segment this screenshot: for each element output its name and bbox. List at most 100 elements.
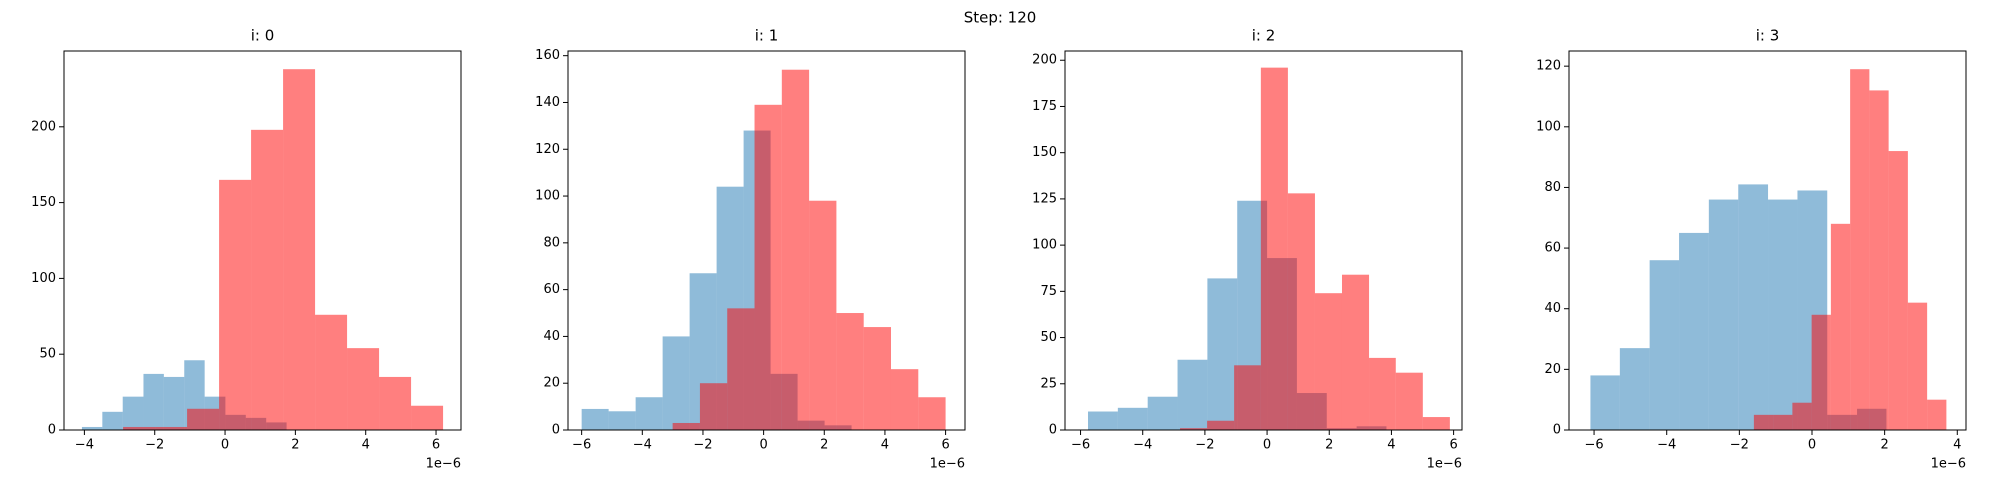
histogram-bar — [1708, 199, 1739, 430]
y-tick-label: 20 — [543, 376, 560, 391]
y-tick-label: 100 — [1032, 238, 1057, 253]
histogram-bar — [1341, 274, 1370, 430]
x-offset-label: 1e−6 — [426, 457, 461, 472]
x-tick-label: 2 — [1325, 438, 1333, 453]
axes-frame — [63, 50, 462, 431]
y-tick-label: 100 — [31, 271, 56, 286]
y-tick-label: 60 — [543, 282, 560, 297]
histogram-bar — [1422, 417, 1450, 430]
histogram-bar — [123, 426, 156, 430]
histogram-bar — [1792, 402, 1812, 430]
histogram-bar — [143, 373, 164, 430]
x-tick-label: 6 — [432, 438, 440, 453]
y-tick-label: 150 — [31, 195, 56, 210]
histogram-bar — [1830, 223, 1851, 430]
subplot-title: i: 3 — [1756, 27, 1780, 45]
x-tick-label: −6 — [572, 438, 591, 453]
histogram-bar — [163, 376, 185, 430]
y-tick-label: 140 — [535, 95, 560, 110]
histogram-bar — [1811, 314, 1831, 430]
histogram-bar — [1287, 193, 1315, 430]
y-tick-label: 80 — [1544, 180, 1561, 195]
y-tick-label: 50 — [1040, 330, 1057, 345]
histogram-bar — [1314, 293, 1342, 430]
histogram-bar — [283, 69, 316, 430]
figure-title: Step: 120 — [964, 9, 1037, 27]
x-tick-label: −2 — [1730, 438, 1749, 453]
histogram-bar — [890, 369, 919, 430]
axes-frame — [567, 50, 966, 431]
y-tick-label: 200 — [31, 119, 56, 134]
x-tick-label: 0 — [1263, 438, 1271, 453]
y-tick-label: 75 — [1040, 284, 1057, 299]
histogram-bar — [1888, 151, 1908, 430]
histogram-bar — [1207, 420, 1235, 430]
x-tick-label: 2 — [291, 438, 299, 453]
histogram-bar — [809, 200, 837, 430]
y-tick-label: 60 — [1544, 241, 1561, 256]
x-offset-label: 1e−6 — [930, 457, 965, 472]
subplot-title: i: 2 — [1252, 27, 1276, 45]
y-tick-label: 125 — [1032, 191, 1057, 206]
histogram-bar — [581, 408, 609, 430]
y-tick-label: 25 — [1040, 376, 1057, 391]
y-tick-label: 0 — [1553, 423, 1561, 438]
x-tick-label: 4 — [1387, 438, 1395, 453]
x-tick-label: 2 — [1880, 438, 1888, 453]
histogram-bar — [635, 397, 663, 430]
axes-frame — [1064, 50, 1463, 431]
x-tick-label: −2 — [1195, 438, 1214, 453]
y-tick-label: 160 — [535, 48, 560, 63]
histogram-bar — [1850, 69, 1870, 430]
y-tick-label: 0 — [552, 423, 560, 438]
y-tick-label: 40 — [1544, 301, 1561, 316]
y-tick-label: 120 — [1536, 59, 1561, 74]
histogram-bar — [699, 383, 728, 430]
histogram-bar — [347, 348, 380, 430]
histogram-bar — [155, 426, 188, 430]
histogram-bar — [1207, 278, 1238, 430]
histogram-bar — [1679, 232, 1709, 430]
y-tick-label: 175 — [1032, 99, 1057, 114]
histogram-bar — [81, 426, 103, 430]
histogram-bar — [219, 179, 252, 430]
y-tick-label: 100 — [1536, 119, 1561, 134]
histogram-bar — [1869, 90, 1889, 430]
subplot-title: i: 1 — [755, 27, 779, 45]
x-tick-label: 0 — [1808, 438, 1816, 453]
y-tick-label: 0 — [48, 423, 56, 438]
histogram-bar — [662, 336, 690, 430]
axes-frame — [1568, 50, 1967, 431]
x-tick-label: −4 — [1133, 438, 1152, 453]
histogram-bar — [781, 69, 810, 430]
histogram-bar — [1395, 372, 1423, 430]
y-tick-label: 120 — [535, 142, 560, 157]
histogram-bar — [1177, 359, 1208, 430]
x-tick-label: −2 — [693, 438, 712, 453]
x-tick-label: 4 — [1953, 438, 1961, 453]
histogram-bar — [727, 308, 755, 430]
x-tick-label: −4 — [633, 438, 652, 453]
histogram-bar — [102, 411, 123, 430]
y-tick-label: 200 — [1032, 53, 1057, 68]
x-tick-label: −2 — [145, 438, 164, 453]
x-tick-label: 0 — [759, 438, 767, 453]
histogram-bar — [1180, 428, 1208, 430]
subplot: i: 0 −4 −2 0 2 4 6 0 50 100 150 200 1e−6 — [31, 27, 462, 472]
y-tick-label: 0 — [1049, 423, 1057, 438]
x-tick-label: −6 — [1071, 438, 1090, 453]
x-tick-label: 4 — [881, 438, 889, 453]
y-tick-label: 100 — [535, 189, 560, 204]
histogram-bar — [1649, 260, 1680, 430]
histogram-bar — [122, 396, 144, 430]
x-tick-label: −4 — [1657, 438, 1676, 453]
histogram-bar — [1773, 414, 1793, 430]
histogram-bar — [1590, 375, 1620, 430]
histogram-bar — [1234, 365, 1261, 430]
histogram-bar — [918, 397, 946, 430]
x-offset-label: 1e−6 — [1427, 457, 1462, 472]
x-tick-label: 6 — [941, 438, 949, 453]
histogram-bar — [1369, 357, 1396, 430]
